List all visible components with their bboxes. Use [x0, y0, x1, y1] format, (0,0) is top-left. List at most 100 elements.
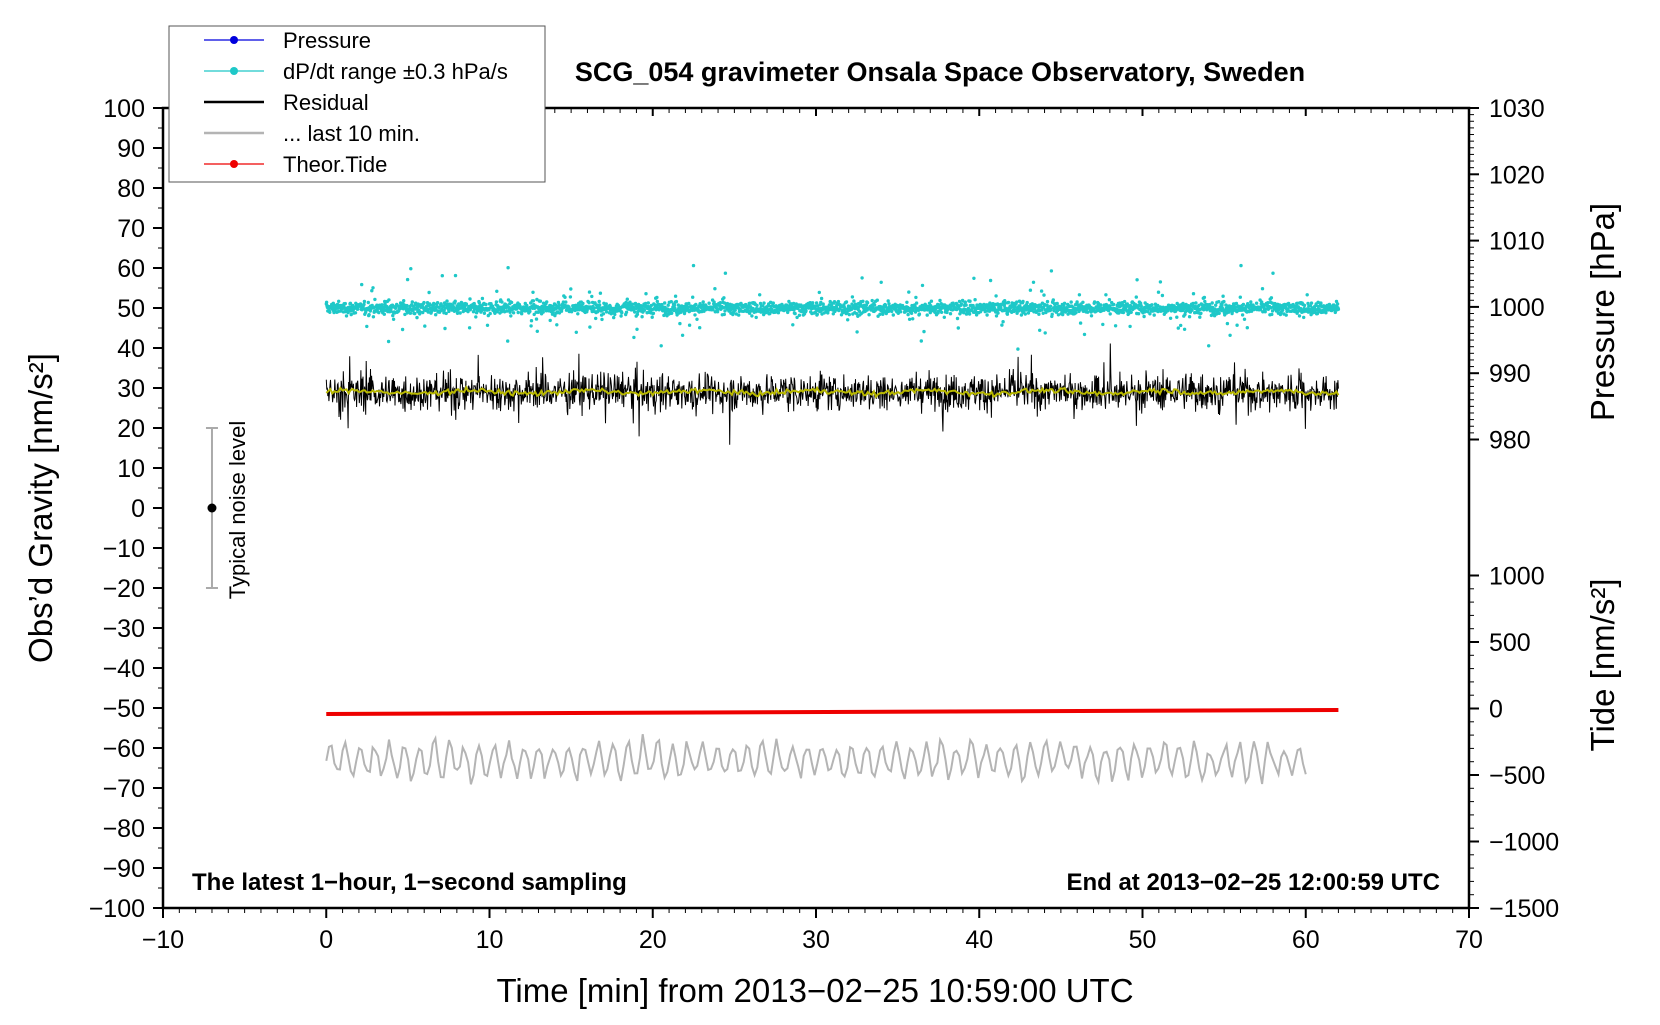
dpdt-point — [1050, 312, 1054, 316]
y-tick-label: −20 — [103, 575, 145, 603]
dpdt-point — [535, 329, 539, 333]
dpdt-point — [360, 282, 364, 287]
dpdt-point — [673, 294, 678, 298]
dpdt-point — [440, 274, 444, 278]
dpdt-point — [362, 302, 366, 306]
dpdt-point — [1128, 324, 1132, 329]
dpdt-point — [762, 301, 766, 305]
pressure-tick-label: 1020 — [1489, 161, 1545, 189]
dpdt-point — [590, 294, 594, 299]
dpdt-point — [447, 309, 451, 314]
dpdt-point — [1107, 298, 1112, 302]
pressure-tick-label: 1000 — [1489, 294, 1545, 322]
dpdt-point — [1099, 303, 1103, 307]
legend-box — [168, 25, 546, 183]
y-tick-label: 60 — [117, 255, 145, 283]
dpdt-point — [758, 301, 763, 306]
dpdt-point — [365, 324, 369, 329]
dpdt-point — [640, 315, 644, 319]
dpdt-point — [793, 311, 797, 316]
y-tick-label: 20 — [117, 415, 145, 443]
dpdt-point — [343, 301, 347, 306]
dpdt-point — [600, 317, 604, 322]
x-tick-label: 50 — [1129, 926, 1157, 954]
dpdt-point — [520, 312, 524, 316]
dpdt-point — [817, 290, 821, 295]
dpdt-point — [808, 301, 812, 305]
dpdt-point — [1101, 322, 1105, 327]
dpdt-point — [872, 303, 877, 307]
dpdt-point — [1089, 314, 1094, 318]
legend-marker — [230, 36, 238, 44]
dpdt-point — [604, 302, 608, 306]
dpdt-point — [444, 311, 448, 316]
dpdt-point — [391, 317, 396, 321]
dpdt-point — [434, 313, 438, 317]
dpdt-point — [1038, 328, 1042, 332]
dpdt-point — [701, 300, 705, 304]
dpdt-point — [455, 311, 460, 315]
dpdt-point — [1242, 317, 1247, 321]
dpdt-point — [428, 302, 432, 306]
dpdt-point — [905, 300, 909, 304]
dpdt-point — [1241, 302, 1246, 307]
dpdt-point — [698, 302, 702, 306]
legend-items: Pressure dP/dt range ±0.3 hPa/s Residual..… — [204, 28, 508, 177]
y-tick-label: −40 — [103, 655, 145, 683]
dpdt-point — [1220, 303, 1224, 307]
dpdt-point — [480, 296, 485, 301]
dpdt-point — [804, 309, 808, 313]
dpdt-point — [855, 330, 859, 334]
dpdt-point — [945, 310, 949, 315]
dpdt-point — [1270, 312, 1274, 317]
dpdt-point — [382, 312, 386, 316]
dpdt-point — [635, 327, 639, 331]
dpdt-point — [1199, 311, 1203, 315]
dpdt-point — [408, 311, 413, 315]
y-tick-label: 30 — [117, 375, 145, 403]
dpdt-point — [791, 323, 795, 327]
dpdt-point — [485, 323, 490, 327]
dpdt-point — [919, 339, 923, 343]
dpdt-point — [959, 302, 964, 306]
dpdt-point — [852, 299, 856, 303]
tide-tick-label: −500 — [1489, 762, 1545, 790]
dpdt-point — [651, 311, 656, 315]
dpdt-point — [1122, 299, 1127, 304]
dpdt-point — [538, 299, 543, 303]
dpdt-point — [1160, 293, 1165, 298]
dpdt-point — [1048, 304, 1053, 308]
dpdt-point — [1042, 293, 1046, 297]
dpdt-point — [711, 308, 715, 312]
dpdt-point — [660, 302, 664, 307]
x-tick-label: 20 — [639, 926, 667, 954]
dpdt-point — [1000, 323, 1004, 327]
dpdt-point — [814, 301, 819, 305]
dpdt-point — [914, 301, 919, 305]
dpdt-point — [784, 303, 789, 307]
dpdt-point — [1183, 312, 1187, 317]
dpdt-point — [855, 312, 859, 316]
dpdt-point — [413, 311, 417, 316]
dpdt-point — [913, 304, 917, 309]
dpdt-point — [467, 326, 472, 330]
dpdt-point — [1235, 323, 1239, 327]
dpdt-point — [907, 317, 912, 321]
dpdt-point — [882, 310, 886, 314]
dpdt-point — [1225, 321, 1230, 326]
y-tick-label: −30 — [103, 615, 145, 643]
dpdt-point — [663, 301, 667, 305]
dpdt-point — [405, 277, 410, 282]
dpdt-point — [1158, 280, 1163, 284]
dpdt-point — [432, 302, 436, 306]
tide-tick-label: 0 — [1489, 696, 1503, 724]
dpdt-point — [387, 298, 391, 302]
dpdt-point — [1121, 310, 1126, 315]
dpdt-point — [588, 325, 592, 329]
dpdt-point — [391, 313, 395, 318]
y-tick-label: −10 — [103, 535, 145, 563]
x-tick-label: 70 — [1455, 926, 1483, 954]
noise-bar-center — [207, 503, 217, 513]
dpdt-point — [1187, 315, 1192, 319]
